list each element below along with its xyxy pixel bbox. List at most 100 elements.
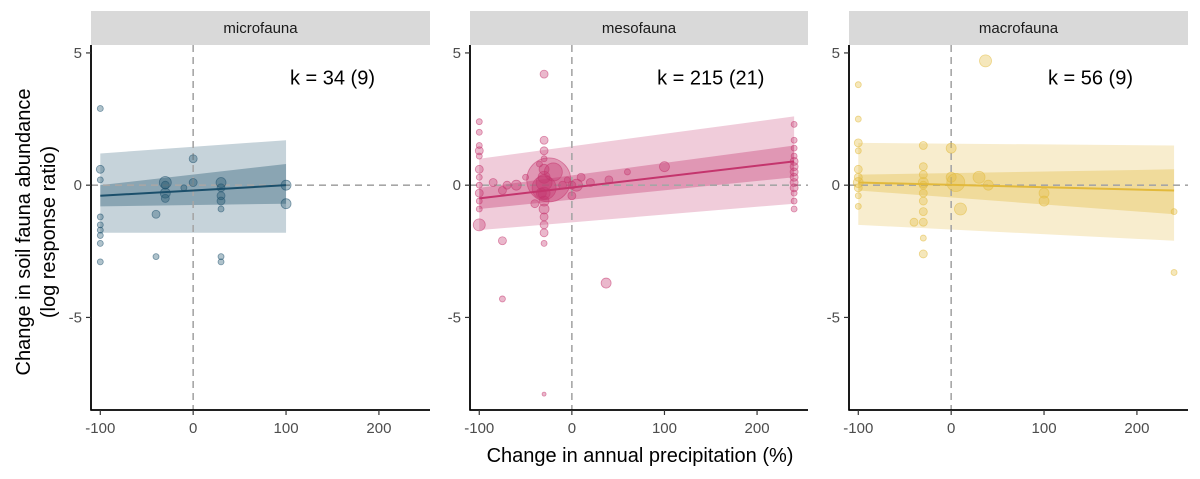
confidence-band-macrofauna [858, 169, 1175, 215]
data-point-mesofauna-33 [539, 220, 549, 230]
data-point-mesofauna-1 [475, 128, 483, 136]
strip-label-macrofauna: macrofauna [979, 20, 1059, 37]
y-axis-title-line1: Change in soil fauna abundance [13, 89, 35, 376]
x-tick-label-microfauna-3: 200 [366, 420, 391, 437]
data-point-macrofauna-10 [909, 217, 919, 227]
data-point-macrofauna-19 [918, 217, 928, 227]
data-point-mesofauna-34 [539, 228, 549, 238]
data-point-macrofauna-20 [919, 234, 927, 242]
strip-mesofauna [470, 11, 808, 45]
data-point-microfauna-18 [215, 177, 227, 188]
data-point-macrofauna-27 [979, 54, 992, 68]
strip-label-microfauna: microfauna [223, 20, 298, 37]
data-point-microfauna-14 [160, 180, 170, 190]
data-point-mesofauna-12 [488, 178, 498, 187]
data-point-microfauna-7 [96, 239, 104, 247]
data-point-macrofauna-4 [853, 164, 863, 174]
data-point-mesofauna-61 [790, 189, 798, 197]
data-point-mesofauna-5 [474, 164, 484, 174]
k-label-mesofauna: k = 215 (21) [657, 68, 764, 90]
y-tick-label-mesofauna-1: 0 [453, 177, 461, 194]
data-point-mesofauna-13 [498, 236, 507, 246]
x-tick-label-macrofauna-0: -100 [843, 420, 873, 437]
data-point-macrofauna-22 [945, 142, 957, 154]
data-point-microfauna-17 [188, 178, 198, 187]
data-point-microfauna-24 [217, 258, 225, 266]
x-axis-title: Change in annual precipitation (%) [487, 445, 794, 467]
panel-microfauna: microfauna 5 0 -5 -100 0 100 200 k = 34 (9) [69, 11, 430, 437]
fit-line-mesofauna [479, 160, 795, 200]
data-point-macrofauna-30 [1038, 195, 1050, 207]
data-point-macrofauna-26 [972, 170, 986, 184]
data-point-microfauna-2 [96, 176, 104, 184]
data-point-macrofauna-17 [918, 196, 928, 206]
data-point-mesofauna-49 [624, 168, 631, 176]
data-point-macrofauna-31 [1170, 208, 1178, 216]
data-point-mesofauna-41 [563, 176, 571, 184]
data-point-mesofauna-52 [790, 136, 798, 144]
axis-titles: Change in annual precipitation (%) Chang… [13, 89, 793, 467]
data-point-microfauna-23 [217, 253, 225, 260]
data-point-macrofauna-2 [853, 138, 863, 148]
data-point-macrofauna-9 [854, 202, 862, 210]
data-point-macrofauna-3 [854, 147, 862, 155]
panels-layer: microfauna 5 0 -5 -100 0 100 200 k = 34 (9) mesof… [69, 11, 1188, 437]
x-tick-label-mesofauna-2: 100 [652, 420, 677, 437]
data-point-mesofauna-10 [475, 205, 483, 213]
data-point-mesofauna-14 [499, 295, 506, 303]
data-point-mesofauna-11 [472, 218, 486, 232]
data-point-mesofauna-60 [789, 183, 799, 193]
data-point-mesofauna-19 [530, 199, 540, 209]
y-tick-label-microfauna-0: 5 [74, 45, 82, 62]
confidence-band-mesofauna [479, 145, 795, 209]
data-point-macrofauna-23 [945, 171, 957, 183]
x-tick-label-microfauna-0: -100 [85, 420, 115, 437]
fit-line-macrofauna [858, 181, 1175, 192]
x-tick-label-macrofauna-1: 0 [947, 420, 955, 437]
data-point-mesofauna-7 [475, 181, 483, 189]
panel-mesofauna: mesofauna 5 0 -5 -100 0 100 200 k = 215 (21) [448, 11, 808, 437]
data-point-mesofauna-3 [474, 146, 484, 156]
k-label-macrofauna: k = 56 (9) [1048, 68, 1133, 90]
data-point-mesofauna-8 [474, 188, 484, 198]
data-point-mesofauna-31 [538, 203, 550, 215]
data-point-microfauna-12 [160, 194, 170, 203]
data-point-macrofauna-21 [918, 249, 928, 259]
data-point-mesofauna-16 [502, 180, 512, 190]
data-point-microfauna-3 [96, 213, 104, 221]
data-point-mesofauna-6 [475, 173, 483, 181]
y-tick-label-microfauna-1: 0 [74, 177, 82, 194]
data-point-mesofauna-0 [475, 118, 483, 126]
data-point-macrofauna-12 [918, 162, 928, 172]
data-point-microfauna-1 [95, 164, 105, 174]
x-tick-label-microfauna-2: 100 [274, 420, 299, 437]
data-point-mesofauna-37 [539, 69, 549, 79]
k-label-microfauna: k = 34 (9) [290, 68, 375, 90]
data-point-macrofauna-24 [946, 173, 966, 192]
y-axis-title-line2: (log response ratio) [38, 146, 60, 318]
data-point-mesofauna-47 [600, 277, 612, 289]
y-tick-label-macrofauna-1: 0 [832, 177, 840, 194]
data-point-microfauna-26 [280, 198, 292, 210]
data-point-microfauna-16 [188, 154, 198, 164]
data-point-microfauna-4 [96, 221, 104, 229]
data-point-microfauna-5 [96, 226, 104, 234]
data-point-macrofauna-25 [954, 202, 967, 216]
y-tick-label-microfauna-2: -5 [69, 309, 82, 326]
data-point-microfauna-8 [96, 258, 104, 266]
data-point-microfauna-22 [217, 205, 225, 213]
data-point-mesofauna-42 [567, 191, 577, 201]
data-point-mesofauna-50 [659, 161, 670, 173]
data-point-microfauna-6 [96, 232, 104, 239]
panel-macrofauna: macrofauna 5 0 -5 -100 0 100 200 k = 56 (9) [827, 11, 1188, 437]
data-point-macrofauna-13 [918, 170, 928, 180]
data-point-macrofauna-32 [1170, 269, 1178, 276]
data-point-microfauna-0 [96, 105, 104, 112]
x-tick-label-macrofauna-3: 200 [1124, 420, 1149, 437]
data-point-mesofauna-36 [541, 391, 547, 397]
data-point-mesofauna-51 [790, 120, 798, 128]
data-point-macrofauna-7 [853, 183, 863, 193]
data-point-mesofauna-39 [543, 162, 563, 182]
y-tick-label-macrofauna-0: 5 [832, 45, 840, 62]
data-point-mesofauna-17 [510, 179, 522, 191]
